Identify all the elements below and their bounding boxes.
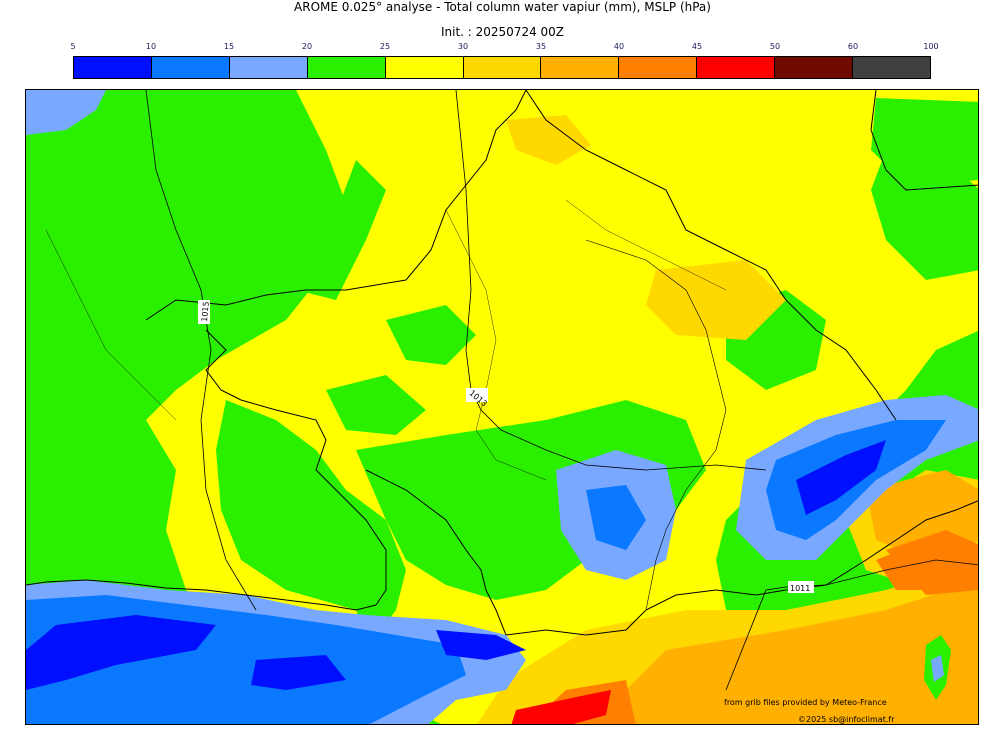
- isobar-1015: [145, 90, 257, 611]
- tick-label: 35: [535, 42, 547, 51]
- map-title: AROME 0.025° analyse - Total column wate…: [294, 0, 711, 14]
- tick-label: 40: [613, 42, 625, 51]
- field-5-10: [436, 630, 526, 660]
- map-canvas: 1015 1013 1011 from grib files provided …: [26, 90, 978, 724]
- field-40-45: [886, 530, 978, 595]
- tick-label: 15: [223, 42, 235, 51]
- tick-label: 45: [691, 42, 703, 51]
- colorbar-segment: [74, 57, 152, 78]
- tick-label: 20: [301, 42, 313, 51]
- copyright-credit: ©2025 sb@infoclimat.fr: [798, 715, 895, 724]
- colorbar-segment: [775, 57, 854, 78]
- colorbar-segment: [151, 57, 230, 78]
- field-20-25-blob: [386, 305, 476, 365]
- field-45-50: [511, 690, 611, 724]
- field-20-25-blob: [296, 160, 386, 300]
- tick-label: 25: [379, 42, 391, 51]
- colorbar-segment: [541, 57, 620, 78]
- border: [365, 469, 507, 636]
- field-5-10: [26, 615, 216, 690]
- colorbar-segment: [385, 57, 464, 78]
- colorbar-segment: [463, 57, 542, 78]
- init-time: Init. : 20250724 00Z: [440, 25, 565, 39]
- field-15-20-corsica: [931, 655, 944, 682]
- coastline: [26, 579, 377, 611]
- colorbar-segment: [697, 57, 776, 78]
- field-20-25-blob: [356, 400, 706, 600]
- tick-label: 5: [70, 42, 76, 51]
- field-10-15: [586, 485, 646, 550]
- colorbar-segment: [307, 57, 386, 78]
- isobar-label-box: [466, 388, 488, 402]
- field-30-35: [646, 260, 786, 340]
- coastline: [505, 500, 978, 636]
- colorbar-segment: [619, 57, 698, 78]
- border: [525, 90, 897, 421]
- data-source-credit: from grib files provided by Meteo-France: [724, 698, 887, 707]
- isobar-label-box: [198, 300, 210, 324]
- isobar-label-1015: 1015: [200, 301, 211, 322]
- border: [870, 90, 978, 191]
- field-20-25-blob: [326, 375, 426, 435]
- admin-line: [45, 229, 177, 421]
- admin-line: [565, 199, 727, 291]
- border: [585, 239, 727, 611]
- coastline: [145, 90, 527, 321]
- isobar-label-1011: 1011: [790, 584, 810, 593]
- coastline: [205, 329, 387, 606]
- tick-label: 100: [923, 42, 939, 51]
- field-15-20: [26, 90, 106, 135]
- tick-label: 10: [145, 42, 157, 51]
- field-5-10: [796, 440, 886, 515]
- isobar-1011: [725, 559, 978, 691]
- colorbar: [73, 56, 931, 79]
- colorbar-ticks: 5 10 15 20 25 30 35 40 45 50 60 100: [0, 42, 1005, 54]
- isobar-1013: [455, 90, 767, 471]
- water-vapour-map: 1015 1013 1011 from grib files provided …: [25, 89, 979, 725]
- colorbar-segment: [229, 57, 308, 78]
- colorbar-segment: [853, 57, 930, 78]
- tick-label: 30: [457, 42, 469, 51]
- isobar-label-box: [788, 581, 814, 593]
- field-5-10: [251, 655, 346, 690]
- tick-label: 60: [847, 42, 859, 51]
- tick-label: 50: [769, 42, 781, 51]
- field-30-35: [506, 115, 591, 165]
- field-35-40: [607, 580, 978, 724]
- field-20-25-blob: [871, 150, 978, 280]
